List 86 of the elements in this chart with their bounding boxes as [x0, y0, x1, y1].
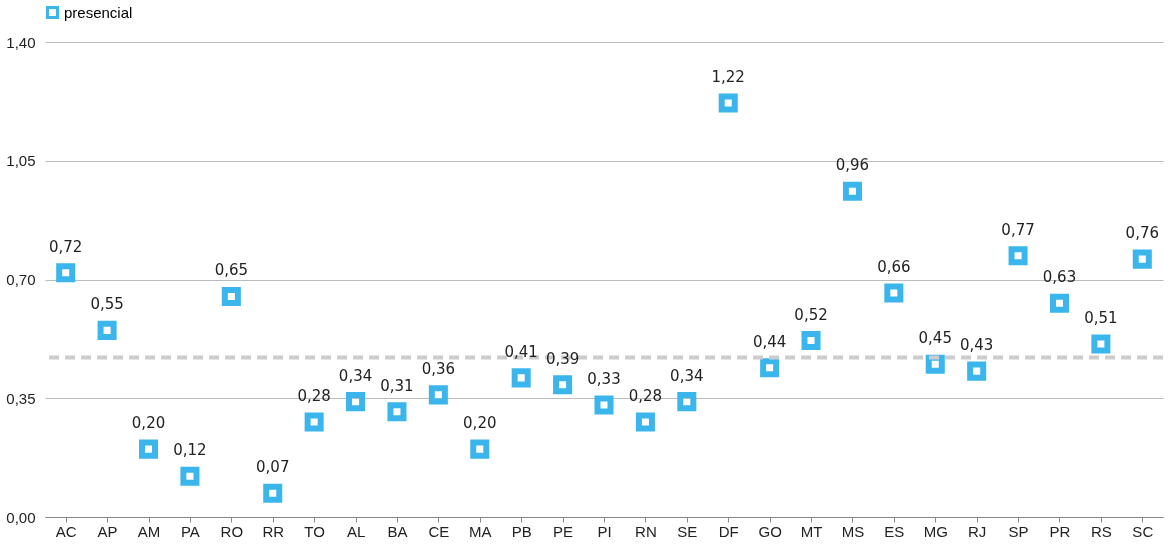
data-label: 0,76: [1125, 224, 1159, 243]
point: [139, 439, 159, 459]
data-label: 0,77: [1001, 220, 1035, 239]
data-label: 0,66: [877, 258, 911, 277]
data-label: 0,41: [504, 342, 538, 361]
data-label: 0,39: [545, 349, 580, 368]
point: [511, 368, 531, 388]
x-tick-label: SE: [677, 522, 698, 540]
data-label: 0,51: [1084, 308, 1118, 327]
data-label: 0,65: [214, 261, 249, 280]
x-tick-label: MT: [800, 522, 823, 540]
point: [1049, 293, 1069, 313]
data-label: 0,20: [131, 414, 166, 433]
legend-label: presencial: [64, 3, 133, 21]
point: [842, 181, 862, 201]
x-tick-label: MG: [923, 522, 948, 540]
point: [180, 466, 200, 486]
point: [594, 395, 614, 415]
x-tick-label: CE: [428, 522, 450, 540]
x-tick-label: ES: [884, 522, 905, 540]
point: [1091, 334, 1111, 354]
data-label: 0,36: [421, 359, 456, 378]
point: [1132, 249, 1152, 269]
point: [304, 412, 324, 432]
data-label: 0,55: [90, 295, 124, 314]
x-tick-label: MA: [469, 522, 492, 540]
y-tick-label: 1,05: [6, 152, 36, 170]
data-label: 0,28: [628, 387, 663, 405]
y-tick-label: 0,70: [6, 271, 36, 288]
x-tick-label: PA: [180, 522, 200, 540]
y-tick-label: 0,00: [6, 508, 36, 526]
data-label: 0,20: [463, 414, 497, 433]
point: [56, 263, 76, 283]
x-tick-label: AP: [97, 522, 118, 540]
y-tick-label: 1,40: [6, 33, 36, 51]
point: [967, 361, 987, 381]
data-label: 0,12: [173, 441, 207, 460]
x-tick-label: RR: [262, 522, 285, 540]
x-tick-label: MS: [841, 522, 865, 540]
point: [801, 331, 821, 351]
data-label: 0,31: [380, 376, 414, 395]
point: [263, 483, 283, 503]
point: [884, 283, 904, 303]
data-label: 0,45: [918, 329, 952, 348]
point: [221, 286, 241, 306]
x-tick-label: TO: [304, 522, 325, 540]
point: [635, 412, 655, 432]
x-tick-label: RJ: [967, 522, 987, 540]
x-tick-label: PR: [1049, 522, 1071, 540]
point: [553, 375, 573, 395]
point: [387, 402, 407, 422]
point: [346, 392, 366, 412]
point: [718, 93, 738, 113]
data-label: 0,96: [835, 156, 870, 175]
point: [677, 392, 697, 412]
data-label: 0,33: [587, 370, 621, 389]
x-tick-label: SC: [1132, 522, 1154, 540]
x-tick-label: PE: [553, 522, 574, 540]
x-tick-label: RO: [220, 522, 244, 540]
x-tick-label: PI: [597, 522, 612, 540]
x-tick-label: AC: [55, 522, 77, 540]
point: [1008, 246, 1028, 266]
data-label: 0,34: [670, 366, 704, 385]
y-tick-label: 0,35: [6, 389, 36, 407]
data-label: 0,34: [338, 366, 373, 385]
point: [97, 320, 117, 340]
x-tick-label: AM: [137, 522, 161, 540]
data-label: 1,22: [711, 68, 745, 87]
x-tick-label: PB: [511, 522, 532, 540]
data-label: 0,63: [1042, 268, 1077, 287]
x-tick-label: RN: [635, 522, 657, 540]
data-label: 0,52: [794, 305, 828, 324]
point: [428, 385, 448, 405]
x-tick-label: SP: [1008, 522, 1029, 540]
point: [470, 439, 490, 459]
data-label: 0,44: [752, 332, 787, 351]
x-tick-label: BA: [387, 522, 408, 540]
data-label: 0,28: [297, 387, 331, 405]
x-tick-label: RS: [1090, 522, 1112, 540]
point: [760, 358, 780, 378]
x-tick-label: AL: [346, 522, 366, 540]
data-label: 0,07: [256, 458, 290, 477]
data-label: 0,72: [49, 237, 83, 256]
x-tick-label: GO: [758, 522, 782, 540]
data-label: 0,43: [959, 336, 994, 355]
x-tick-label: DF: [718, 522, 739, 540]
